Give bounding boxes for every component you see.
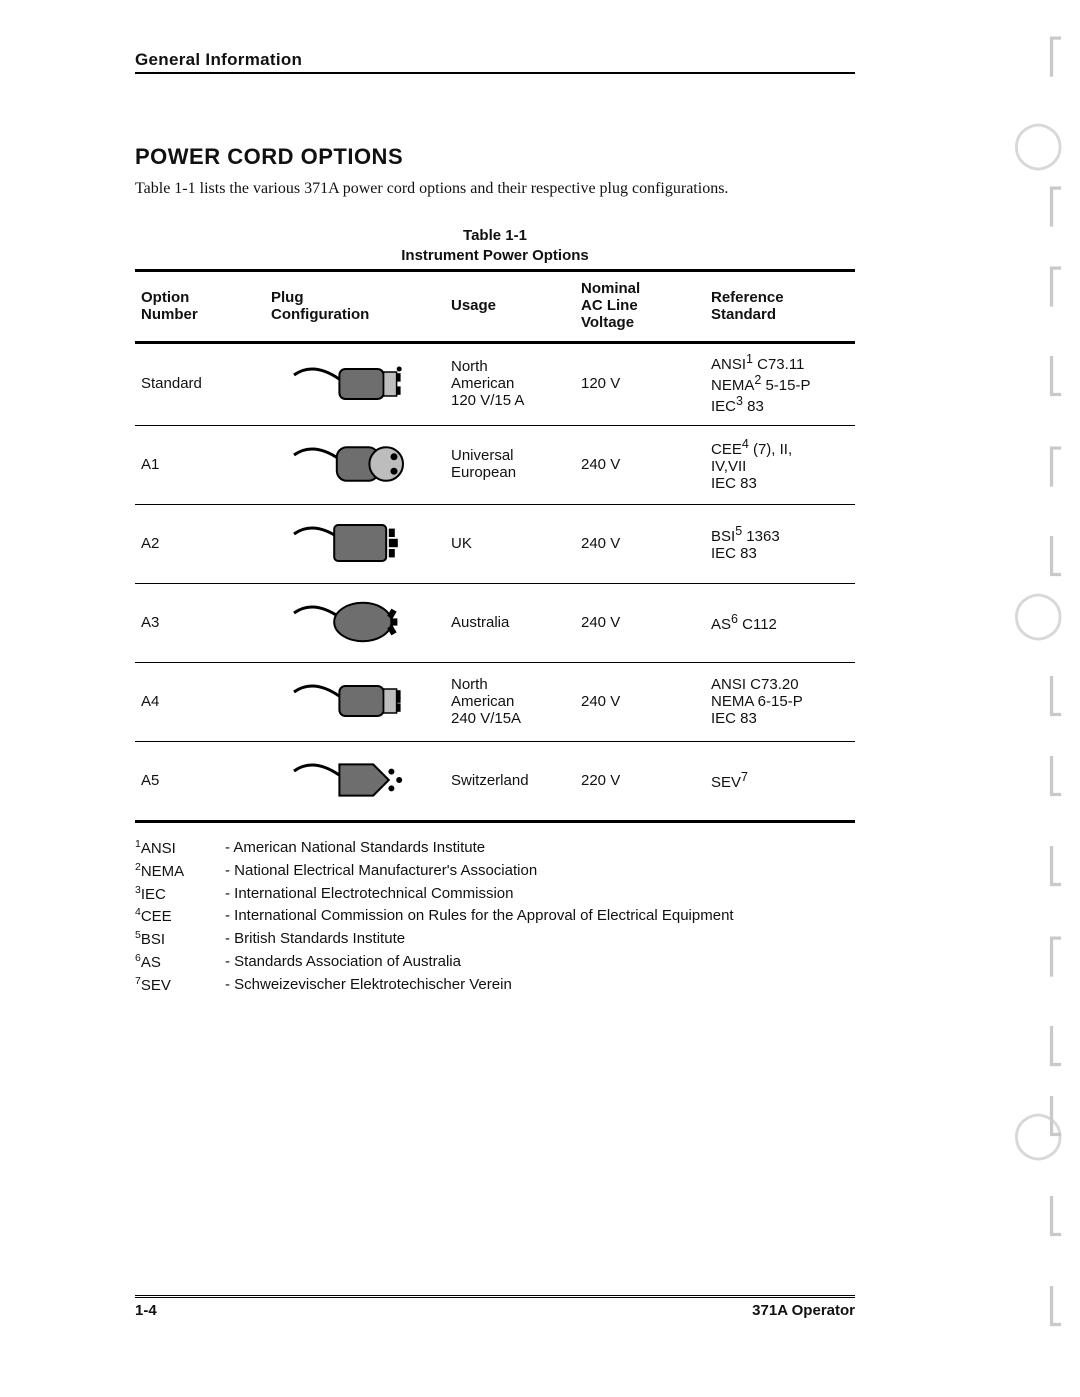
cell-usage: UniversalEuropean (445, 426, 575, 505)
footnote-abbr: 3IEC (135, 883, 225, 906)
cell-usage: NorthAmerican240 V/15A (445, 663, 575, 742)
cell-option: A3 (135, 584, 265, 663)
cell-option: A2 (135, 505, 265, 584)
footnote-text: - International Electrotechnical Commiss… (225, 883, 513, 906)
cell-voltage: 240 V (575, 426, 705, 505)
page-footer: 1-4 371A Operator (135, 1295, 855, 1319)
cell-plug-icon (265, 343, 445, 426)
footnote-row: 1ANSI - American National Standards Inst… (135, 837, 855, 860)
footnote-row: 5BSI - British Standards Institute (135, 928, 855, 951)
footnote-abbr: 6AS (135, 951, 225, 974)
power-cord-table: OptionNumber PlugConfiguration Usage Nom… (135, 269, 855, 823)
footnote-text: - British Standards Institute (225, 928, 405, 951)
page: General Information POWER CORD OPTIONS T… (0, 0, 1080, 1397)
footnote-row: 3IEC - International Electrotechnical Co… (135, 883, 855, 906)
table-row: A4 NorthAmerican240 V/15A 240 V ANSI C73… (135, 663, 855, 742)
cell-voltage: 120 V (575, 343, 705, 426)
cell-plug-icon (265, 426, 445, 505)
running-head: General Information (135, 50, 855, 74)
footnote-abbr: 5BSI (135, 928, 225, 951)
table-row: A1 UniversalEuropean 240 V CEE4 (7), II,… (135, 426, 855, 505)
cell-plug-icon (265, 584, 445, 663)
table-row: A2 UK 240 V BSI5 1363IEC 83 (135, 505, 855, 584)
footer-page-number: 1-4 (135, 1302, 157, 1319)
footnote-text: - Schweizevischer Elektrotechischer Vere… (225, 974, 512, 997)
th-usage: Usage (445, 271, 575, 343)
cell-voltage: 240 V (575, 505, 705, 584)
footnote-abbr: 7SEV (135, 974, 225, 997)
footnote-text: - International Commission on Rules for … (225, 905, 734, 928)
cell-option: Standard (135, 343, 265, 426)
cell-voltage: 240 V (575, 663, 705, 742)
cell-ref: SEV7 (705, 742, 855, 822)
intro-paragraph: Table 1-1 lists the various 371A power c… (135, 180, 855, 198)
footer-doc-title: 371A Operator (752, 1302, 855, 1319)
th-voltage: NominalAC LineVoltage (575, 271, 705, 343)
footnote-abbr: 1ANSI (135, 837, 225, 860)
section-title: POWER CORD OPTIONS (135, 144, 855, 170)
cell-ref: BSI5 1363IEC 83 (705, 505, 855, 584)
cell-plug-icon (265, 505, 445, 584)
cell-option: A1 (135, 426, 265, 505)
cell-ref: CEE4 (7), II,IV,VIIIEC 83 (705, 426, 855, 505)
footnote-row: 4CEE - International Commission on Rules… (135, 905, 855, 928)
th-plug: PlugConfiguration (265, 271, 445, 343)
table-row: A5 Switzerland 220 V SEV7 (135, 742, 855, 822)
th-option: OptionNumber (135, 271, 265, 343)
footnote-row: 6AS - Standards Association of Australia (135, 951, 855, 974)
table-row: A3 Australia 240 V AS6 C112 (135, 584, 855, 663)
cell-ref: ANSI1 C73.11NEMA2 5-15-PIEC3 83 (705, 343, 855, 426)
table-caption-line1: Table 1-1 (463, 227, 527, 244)
footnote-row: 7SEV - Schweizevischer Elektrotechischer… (135, 974, 855, 997)
cell-usage: Switzerland (445, 742, 575, 822)
cell-usage: NorthAmerican120 V/15 A (445, 343, 575, 426)
cell-ref: AS6 C112 (705, 584, 855, 663)
table-row: Standard NorthAmerican120 V/15 A 120 V A… (135, 343, 855, 426)
table-caption-line2: Instrument Power Options (401, 247, 589, 264)
cell-usage: Australia (445, 584, 575, 663)
cell-voltage: 240 V (575, 584, 705, 663)
table-caption: Table 1-1 Instrument Power Options (135, 226, 855, 265)
footnote-text: - American National Standards Institute (225, 837, 485, 860)
cell-plug-icon (265, 742, 445, 822)
footnote-text: - National Electrical Manufacturer's Ass… (225, 860, 537, 883)
footnote-abbr: 2NEMA (135, 860, 225, 883)
cell-usage: UK (445, 505, 575, 584)
table-wrapper: Table 1-1 Instrument Power Options Optio… (135, 226, 855, 823)
footnotes: 1ANSI - American National Standards Inst… (135, 837, 855, 996)
cell-voltage: 220 V (575, 742, 705, 822)
footnote-text: - Standards Association of Australia (225, 951, 461, 974)
th-ref: ReferenceStandard (705, 271, 855, 343)
footnote-abbr: 4CEE (135, 905, 225, 928)
cell-plug-icon (265, 663, 445, 742)
cell-option: A4 (135, 663, 265, 742)
cell-option: A5 (135, 742, 265, 822)
content-area: General Information POWER CORD OPTIONS T… (135, 50, 855, 996)
footnote-row: 2NEMA - National Electrical Manufacturer… (135, 860, 855, 883)
cell-ref: ANSI C73.20NEMA 6-15-PIEC 83 (705, 663, 855, 742)
